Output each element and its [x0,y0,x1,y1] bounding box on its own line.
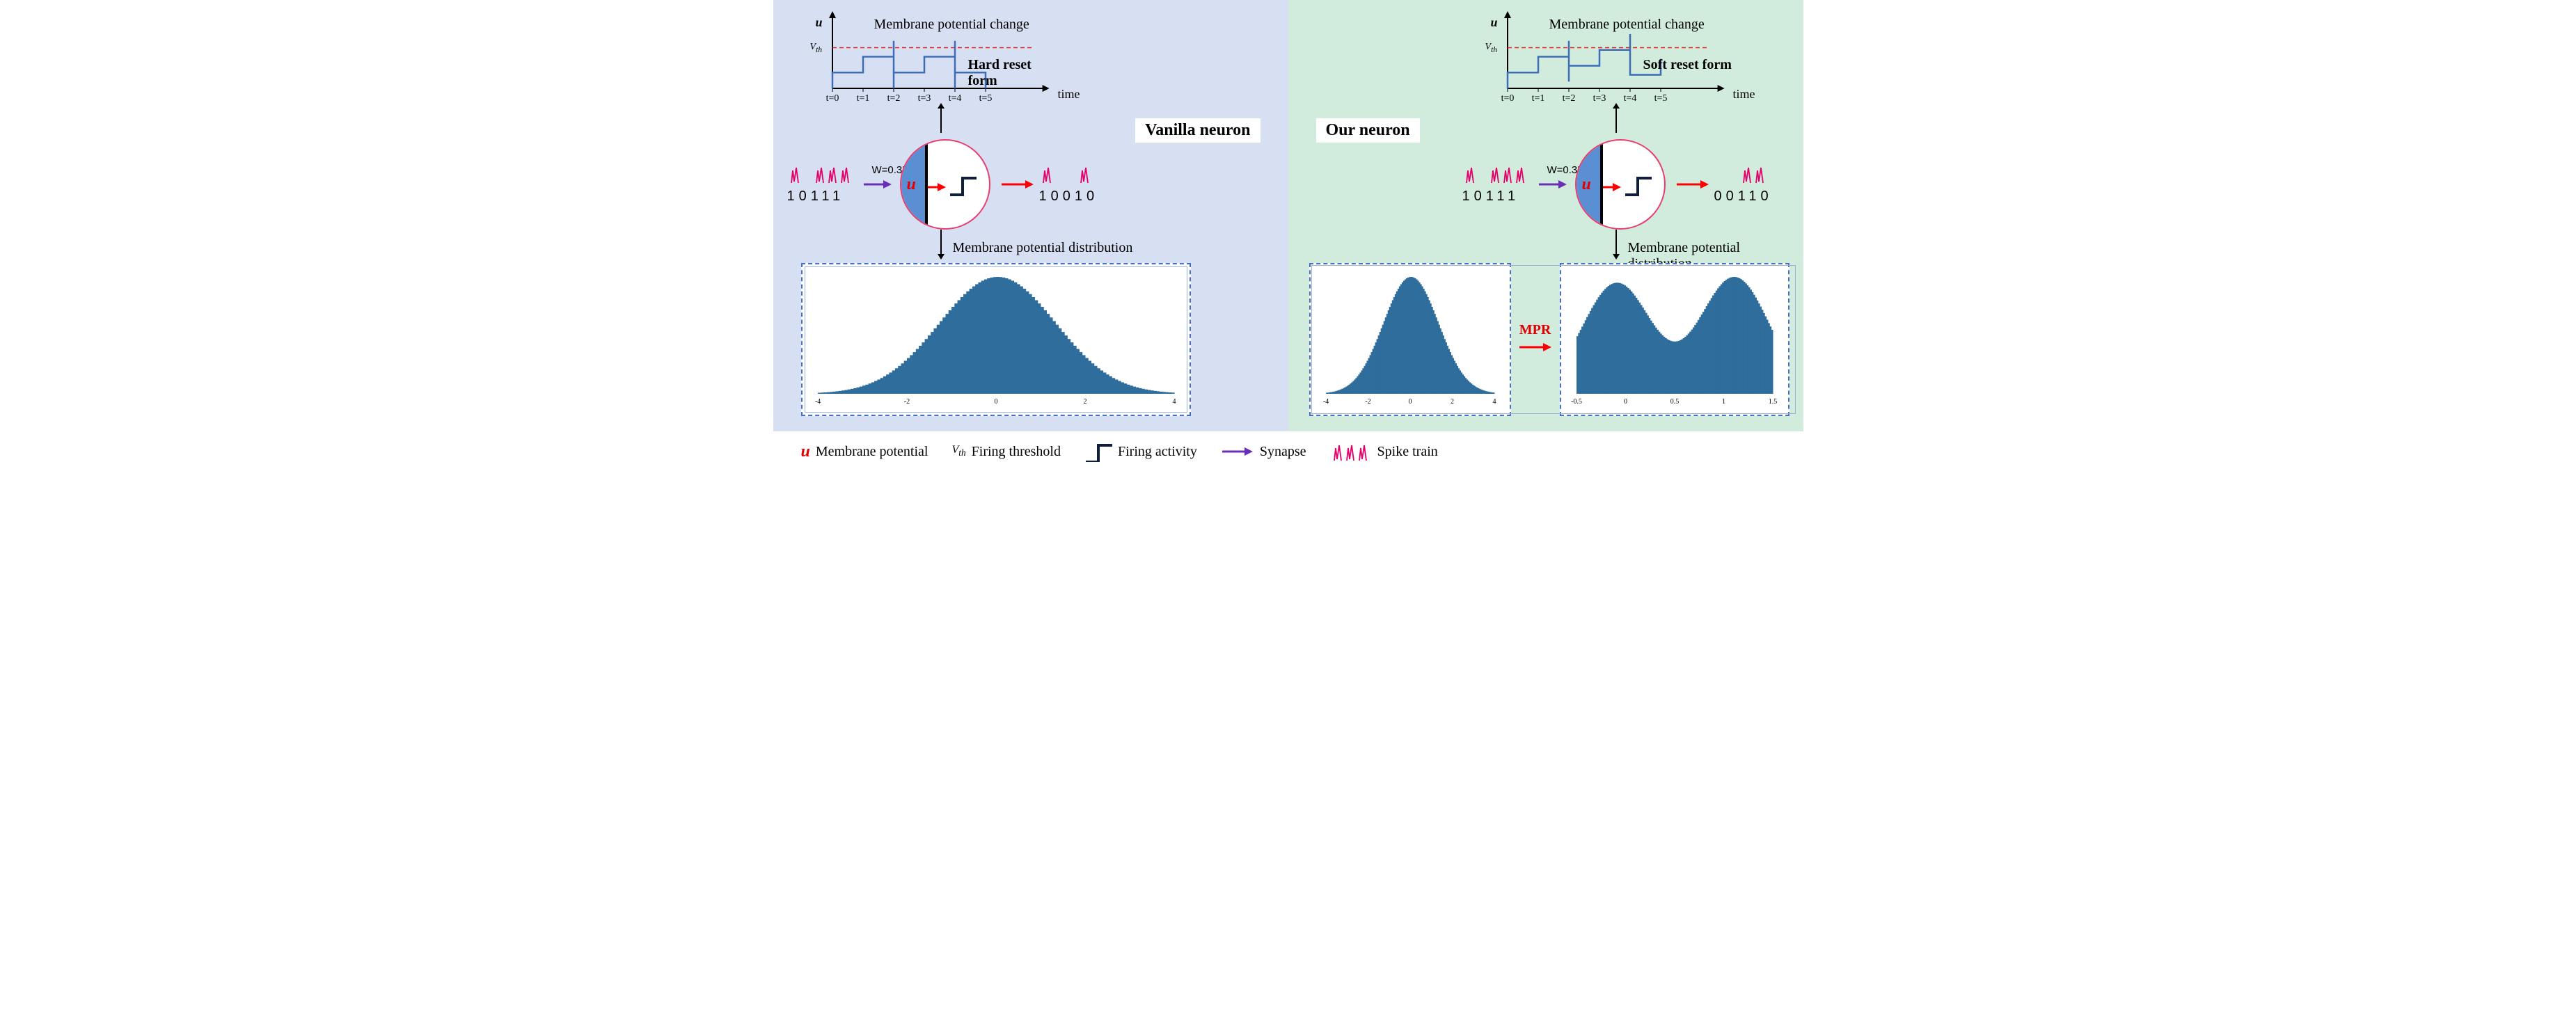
histogram-box-mpr: -0.500.511.5 [1560,263,1789,416]
panel-vanilla: Vanilla neuron u Vth Membrane potential … [773,0,1288,431]
output-bits: 00110 [1714,189,1784,205]
vth-symbol: Vth [951,444,965,458]
inner-frame [1311,265,1796,414]
svg-text:t=2: t=2 [887,93,900,104]
step-function-icon [949,174,979,199]
x-axis-label: time [1733,87,1755,102]
synapse-arrow-icon [1538,179,1568,190]
legend-row: u Membrane potential Vth Firing threshol… [773,431,1803,472]
membrane-plot-title: Membrane potential change [874,17,1029,33]
svg-text:t=3: t=3 [1593,93,1606,104]
vth-axis-label: Vth [810,42,823,54]
y-axis-label: u [816,15,823,30]
neuron-row-right: 10111 W=0.35 u 00110 [1462,139,1789,230]
inner-red-arrow-icon [1602,182,1622,192]
reset-form-label: Soft reset form [1643,57,1732,73]
arrow-down-icon [940,230,942,255]
arrow-down-icon [1615,230,1617,255]
legend-text: Membrane potential [816,444,929,460]
inner-frame [805,266,1187,413]
membrane-plot-left: u Vth Membrane potential change Hard res… [812,8,1062,106]
reset-form-label: Hard reset form [968,57,1062,89]
inner-red-arrow-icon [926,182,947,192]
svg-text:t=3: t=3 [917,93,931,104]
output-spike-train: 10010 [1039,165,1109,205]
input-spike-train: 10111 [1462,165,1532,205]
synapse-arrow-icon [862,179,893,190]
output-bits: 10010 [1039,189,1109,205]
panel-ours: Our neuron u Vth Membrane potential chan… [1288,0,1803,431]
legend-text: Firing activity [1118,444,1197,460]
legend-text: Synapse [1260,444,1306,460]
input-bits: 10111 [1462,189,1532,205]
output-red-arrow-icon [1000,179,1035,190]
x-axis-label: time [1058,87,1080,102]
legend-text: Spike train [1377,444,1438,460]
neuron-circle: u [900,139,990,230]
panels-row: Vanilla neuron u Vth Membrane potential … [773,0,1803,431]
synapse-arrow-icon [1221,446,1254,457]
svg-text:t=4: t=4 [1623,93,1636,104]
svg-text:t=4: t=4 [948,93,961,104]
histogram-area-right: -4-2024 MPR -0.500.511.5 [1309,263,1798,416]
svg-text:t=1: t=1 [856,93,869,104]
legend-text: Firing threshold [972,444,1061,460]
input-bits: 10111 [787,189,857,205]
panel-title-right: Our neuron [1316,118,1420,143]
histogram-title-left: Membrane potential distribution [953,240,1133,256]
membrane-plot-right: u Vth Membrane potential change Soft res… [1487,8,1737,106]
membrane-plot-title: Membrane potential change [1549,17,1705,33]
y-axis-label: u [1491,15,1498,30]
svg-text:t=0: t=0 [825,93,839,104]
step-function-icon [1084,441,1112,462]
legend-synapse: Synapse [1221,444,1306,460]
u-symbol: u [801,442,810,461]
neuron-u-label: u [1582,175,1591,194]
arrow-up-icon [1615,108,1617,133]
legend-membrane-potential: u Membrane potential [801,442,929,461]
vth-axis-label: Vth [1485,42,1498,54]
step-function-icon [1624,174,1654,199]
svg-text:t=1: t=1 [1531,93,1544,104]
input-spike-train: 10111 [787,165,857,205]
spike-train-icon [1330,442,1372,461]
legend-spike-train: Spike train [1330,442,1438,461]
arrow-up-icon [940,108,942,133]
figure-root: Vanilla neuron u Vth Membrane potential … [773,0,1803,472]
svg-text:t=0: t=0 [1501,93,1514,104]
legend-firing-activity: Firing activity [1084,441,1197,462]
svg-text:t=2: t=2 [1562,93,1575,104]
svg-text:t=5: t=5 [979,93,992,104]
legend-firing-threshold: Vth Firing threshold [951,444,1061,460]
neuron-u-label: u [907,175,916,194]
neuron-circle: u [1575,139,1666,230]
svg-text:t=5: t=5 [1654,93,1667,104]
output-spike-train: 00110 [1714,165,1784,205]
output-red-arrow-icon [1675,179,1710,190]
histogram-box-left: -4-2024 [801,263,1191,416]
neuron-row-left: 10111 W=0.35 u 10010 [787,139,1274,230]
